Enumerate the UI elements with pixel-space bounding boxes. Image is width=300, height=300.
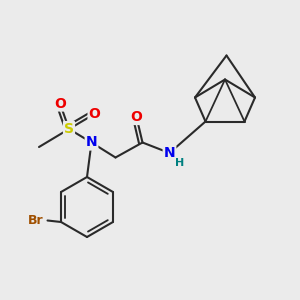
Text: O: O: [88, 107, 101, 121]
Text: H: H: [176, 158, 184, 169]
Text: N: N: [164, 146, 175, 160]
Text: S: S: [64, 122, 74, 136]
Text: O: O: [130, 110, 142, 124]
Text: N: N: [86, 136, 97, 149]
Text: O: O: [54, 97, 66, 110]
Text: Br: Br: [28, 214, 44, 227]
